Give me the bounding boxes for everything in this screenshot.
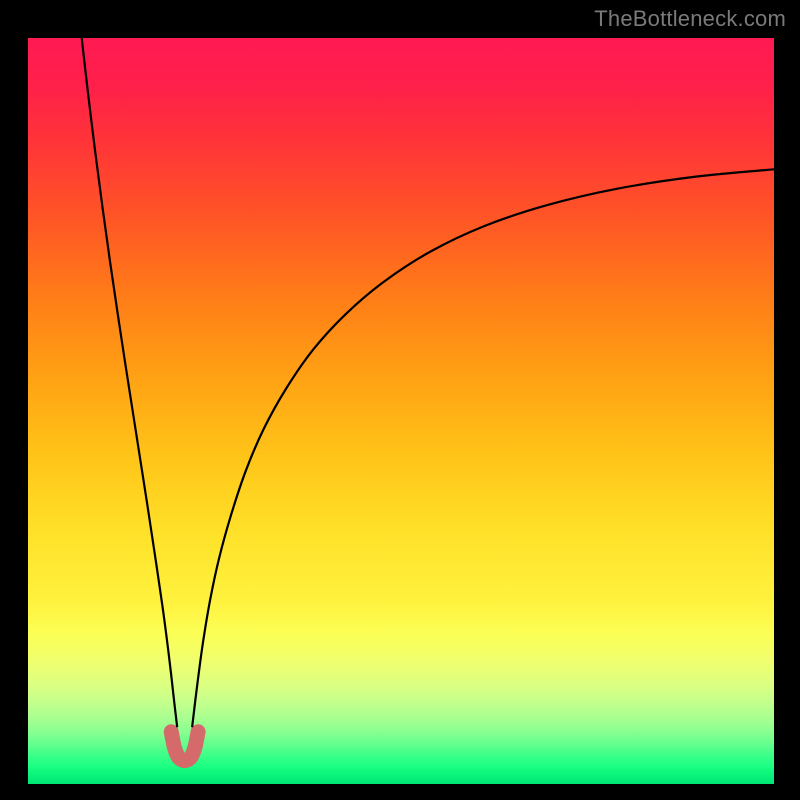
bottleneck-plot <box>28 38 774 784</box>
plot-svg <box>28 38 774 784</box>
watermark-label: TheBottleneck.com <box>594 6 786 32</box>
